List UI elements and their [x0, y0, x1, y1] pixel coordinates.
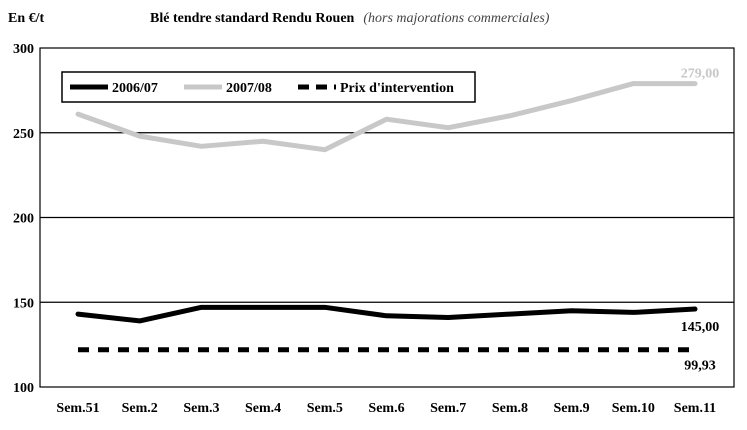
series-line-0 — [75, 304, 698, 324]
y-tick-label: 100 — [13, 381, 34, 396]
y-tick-label: 300 — [13, 42, 34, 57]
x-tick-label: Sem.7 — [430, 401, 466, 416]
x-tick-label: Sem.2 — [122, 401, 158, 416]
chart-title-subtitle: (hors majorations commerciales) — [363, 11, 549, 26]
x-tick-label: Sem.5 — [307, 401, 343, 416]
legend-label-prix-intervention: Prix d'intervention — [340, 81, 454, 96]
legend-label-2007-08: 2007/08 — [226, 81, 272, 96]
y-tick-label: 200 — [13, 212, 34, 227]
chart-title-main: Blé tendre standard Rendu Rouen — [150, 11, 355, 26]
x-tick-label: Sem.51 — [56, 401, 99, 416]
x-tick-label: Sem.8 — [492, 401, 528, 416]
data-label-0: 145,00 — [681, 320, 720, 335]
series-line-1 — [75, 81, 698, 153]
y-axis-unit-label: En €/t — [8, 11, 45, 26]
x-tick-label: Sem.10 — [612, 401, 655, 416]
y-tick-labels: 100 150 200 250 300 — [13, 42, 34, 396]
data-label-2: 99,93 — [684, 359, 716, 374]
y-tick-label: 150 — [13, 296, 34, 311]
legend-label-2006-07: 2006/07 — [112, 81, 158, 96]
legend: 2006/07 2007/08 Prix d'intervention — [61, 71, 476, 103]
series-lines — [75, 81, 698, 353]
legend-box — [61, 71, 476, 103]
x-tick-labels: Sem.51 Sem.2 Sem.3 Sem.4 Sem.5 Sem.6 Sem.7 Sem.… — [56, 401, 716, 416]
data-label-1: 279,00 — [681, 67, 720, 82]
y-tick-label: 250 — [13, 127, 34, 142]
grid-lines — [40, 132, 734, 303]
x-tick-label: Sem.9 — [554, 401, 590, 416]
x-tick-label: Sem.3 — [183, 401, 219, 416]
x-tick-label: Sem.4 — [245, 401, 281, 416]
x-tick-label: Sem.6 — [368, 401, 404, 416]
chart-title: Blé tendre standard Rendu Rouen (hors ma… — [150, 9, 550, 26]
x-tick-label: Sem.11 — [674, 401, 716, 416]
data-labels: 145,00 279,00 99,93 — [681, 67, 720, 374]
